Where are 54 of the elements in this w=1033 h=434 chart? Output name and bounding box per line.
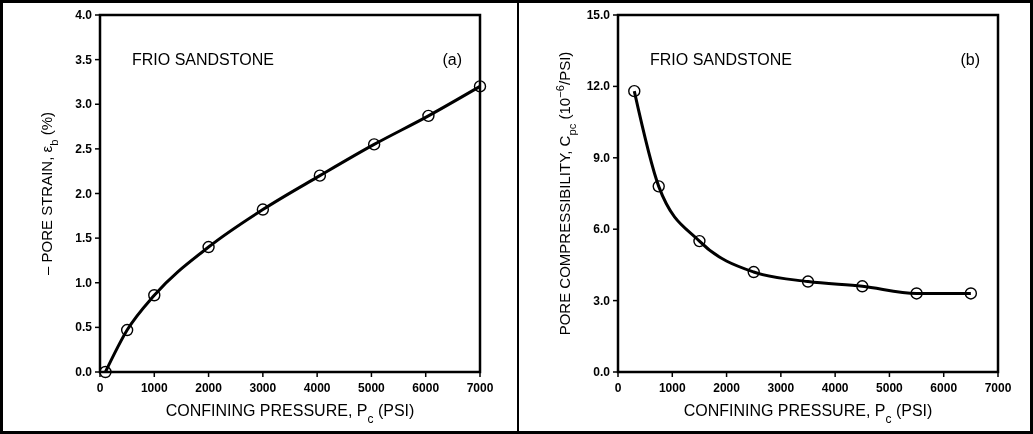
x-axis-title: CONFINING PRESSURE, P$_{c}$ (PSI) xyxy=(683,402,933,426)
annotation: FRIO SANDSTONE xyxy=(132,51,274,68)
point xyxy=(628,84,641,98)
x-tick-label: 2000 xyxy=(713,381,741,395)
x-tick-label: 1000 xyxy=(140,381,168,395)
annotation: (a) xyxy=(442,51,462,68)
x-tick-label: 0 xyxy=(96,381,104,395)
point xyxy=(367,138,381,151)
point xyxy=(964,287,978,300)
y-tick-label: 2.0 xyxy=(75,186,93,201)
y-tick-label: 4.0 xyxy=(75,8,93,22)
point xyxy=(910,287,923,300)
x-tick-label: 1000 xyxy=(658,381,686,395)
point xyxy=(747,265,760,279)
y-tick-label: 12.0 xyxy=(586,79,611,94)
y-tick-label: 0.5 xyxy=(75,320,93,335)
y-tick-label: 15.0 xyxy=(586,8,611,22)
y-tick-label: 0.0 xyxy=(593,365,611,379)
x-tick-label: 7000 xyxy=(984,381,1012,395)
point xyxy=(148,289,161,302)
point xyxy=(652,180,665,193)
x-tick-label: 3000 xyxy=(767,381,795,395)
point xyxy=(801,275,815,288)
point xyxy=(120,323,134,337)
x-tick-label: 4000 xyxy=(303,381,331,395)
y-tick-label: 0.0 xyxy=(75,365,93,379)
point xyxy=(202,240,215,254)
x-tick-label: 6000 xyxy=(412,381,440,395)
point xyxy=(99,365,112,379)
point xyxy=(313,169,327,182)
y-tick-label: 3.0 xyxy=(75,97,93,112)
annotation: FRIO SANDSTONE xyxy=(650,51,792,68)
y-tick-label: 9.0 xyxy=(593,150,611,165)
y-tick-label: 3.0 xyxy=(593,293,611,308)
x-tick-label: 5000 xyxy=(876,381,904,395)
x-tick-label: 6000 xyxy=(930,381,958,395)
point xyxy=(693,234,706,248)
y-tick-label: 1.5 xyxy=(75,231,93,246)
y-tick-label: 3.5 xyxy=(75,52,93,67)
x-tick-label: 7000 xyxy=(466,381,494,395)
x-tick-label: 3000 xyxy=(249,381,277,395)
point xyxy=(256,203,270,216)
x-axis-title: CONFINING PRESSURE, P$_{c}$ (PSI) xyxy=(165,402,415,426)
y-tick-label: 2.5 xyxy=(75,141,93,156)
x-tick-label: 0 xyxy=(614,381,622,395)
y-tick-label: 1.0 xyxy=(75,275,93,290)
point xyxy=(473,80,487,93)
x-tick-label: 2000 xyxy=(195,381,223,395)
point xyxy=(422,109,435,123)
x-tick-label: 5000 xyxy=(358,381,386,395)
y-tick-label: 6.0 xyxy=(593,222,611,237)
point xyxy=(856,280,869,293)
annotation: (b) xyxy=(960,51,980,68)
x-tick-label: 4000 xyxy=(821,381,849,395)
